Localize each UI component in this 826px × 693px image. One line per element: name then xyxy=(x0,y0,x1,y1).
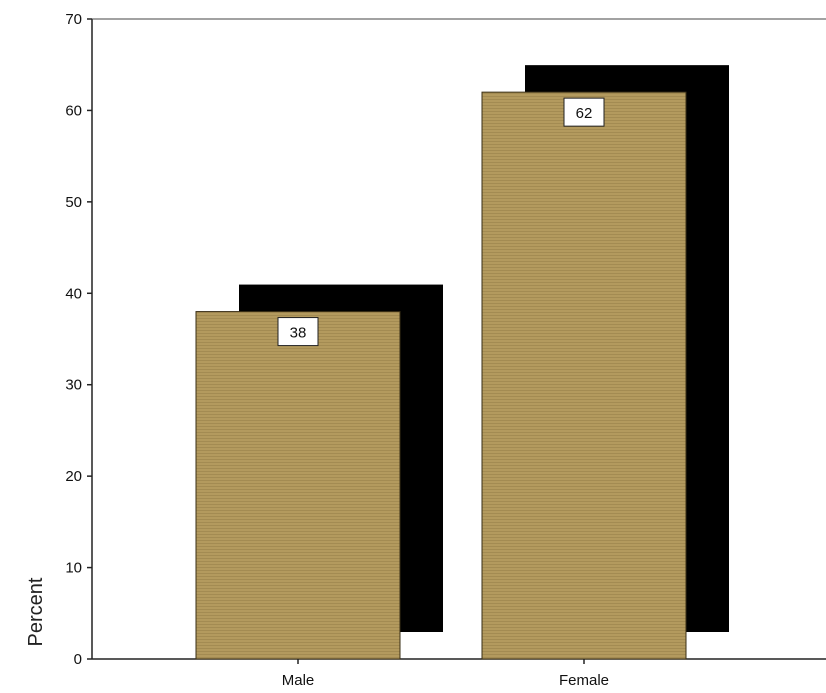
bar xyxy=(481,91,687,660)
y-tick-label: 30 xyxy=(65,377,82,394)
y-tick-label: 40 xyxy=(65,285,82,302)
y-tick-label: 70 xyxy=(65,11,82,28)
bar-group-male: 38 xyxy=(195,284,443,660)
bar-group-female: 62 xyxy=(481,65,729,660)
x-category-label: Female xyxy=(559,672,609,689)
y-tick-label: 20 xyxy=(65,468,82,485)
y-tick-label: 50 xyxy=(65,194,82,211)
bar xyxy=(195,311,401,660)
y-ticks: 0 10 20 30 40 50 60 70 xyxy=(65,11,92,668)
bars: 38 62 xyxy=(195,65,729,660)
data-label: 62 xyxy=(576,105,593,122)
data-label-box xyxy=(563,97,605,127)
y-tick-label: 60 xyxy=(65,102,82,119)
y-tick-label: 0 xyxy=(74,651,82,668)
y-tick-label: 10 xyxy=(65,560,82,577)
x-category-label: Male xyxy=(282,672,315,689)
data-label: 38 xyxy=(290,325,307,342)
y-axis-title: Percent xyxy=(25,577,47,646)
x-labels: Male Female xyxy=(282,659,609,689)
data-label-box xyxy=(277,317,319,347)
